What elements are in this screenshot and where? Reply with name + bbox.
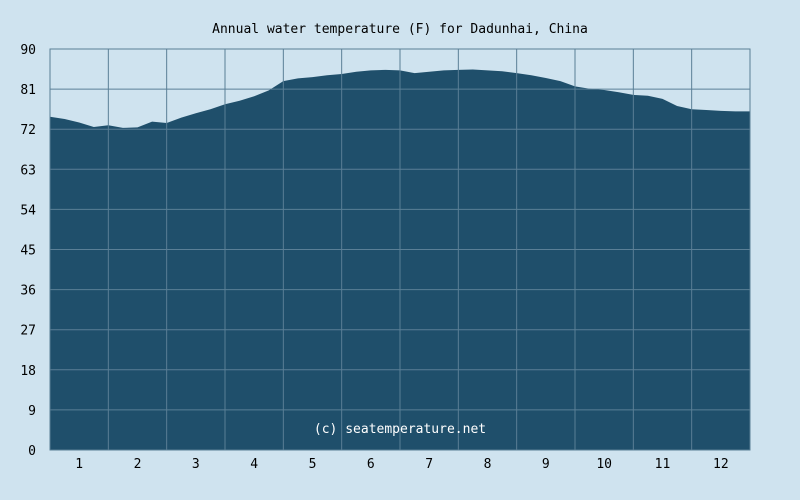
x-tick-label: 3	[192, 457, 200, 472]
x-tick-label: 11	[655, 457, 671, 472]
y-tick-label: 9	[28, 404, 36, 419]
x-tick-label: 9	[542, 457, 550, 472]
x-tick-label: 5	[309, 457, 317, 472]
grid-lines	[49, 48, 751, 451]
y-tick-label: 72	[20, 123, 36, 138]
y-tick-label: 45	[20, 244, 36, 259]
chart-title: Annual water temperature (F) for Dadunha…	[212, 22, 588, 37]
x-tick-label: 4	[250, 457, 258, 472]
y-tick-label: 54	[20, 203, 36, 218]
x-tick-label: 10	[596, 457, 612, 472]
y-tick-label: 81	[20, 83, 36, 98]
x-tick-label: 6	[367, 457, 375, 472]
x-tick-label: 7	[425, 457, 433, 472]
y-axis-ticks: 0 9 18 27 36 45 54 63 72 81 90	[20, 43, 36, 459]
y-tick-label: 90	[20, 43, 36, 58]
x-tick-label: 1	[75, 457, 83, 472]
x-tick-label: 8	[484, 457, 492, 472]
x-tick-label: 12	[713, 457, 729, 472]
y-tick-label: 63	[20, 163, 36, 178]
x-axis-ticks: 1 2 3 4 5 6 7 8 9 10 11 12	[75, 457, 728, 472]
y-tick-label: 0	[28, 444, 36, 459]
watermark-text: (c) seatemperature.net	[314, 422, 486, 437]
plot-frame	[49, 48, 751, 451]
y-tick-label: 27	[20, 324, 36, 339]
y-tick-label: 36	[20, 284, 36, 299]
x-tick-label: 2	[134, 457, 142, 472]
y-tick-label: 18	[20, 364, 36, 379]
